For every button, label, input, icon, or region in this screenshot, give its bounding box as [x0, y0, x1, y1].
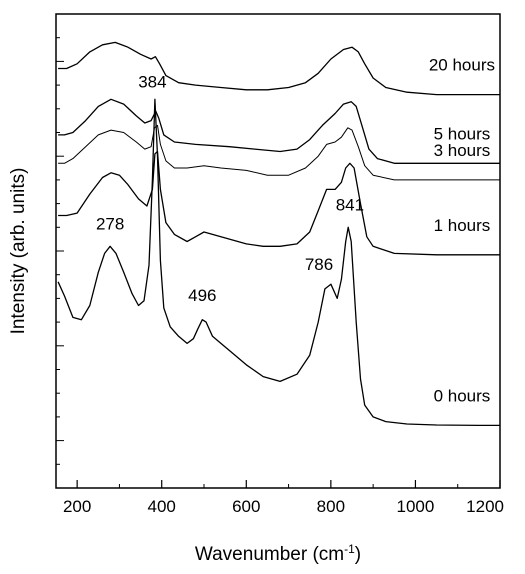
y-axis-title: Intensity (arb. units) — [8, 168, 29, 335]
peak-label: 496 — [188, 286, 216, 305]
peak-label: 278 — [96, 215, 124, 234]
series-lines — [57, 41, 500, 427]
x-tick-label: 200 — [63, 497, 91, 516]
peak-labels: 278 384 496 786 841 — [96, 72, 364, 304]
series-line-0-hours — [57, 98, 500, 427]
series-line-1-hours — [58, 150, 500, 256]
x-axis-title: Wavenumber (cm-1) — [195, 542, 361, 565]
plot-frame — [55, 13, 501, 489]
x-axis-title-superscript: -1 — [344, 542, 355, 556]
series-line-20-hours — [58, 41, 500, 96]
peak-label: 841 — [336, 196, 364, 215]
x-tick-label: 1200 — [466, 497, 504, 516]
series-line-5-hours — [58, 98, 500, 164]
series-line-3-hours — [58, 124, 500, 181]
series-label: 3 hours — [434, 141, 491, 160]
x-tick-label: 800 — [317, 497, 345, 516]
x-tick-label: 1000 — [397, 497, 435, 516]
x-axis-ticks: 200 400 600 800 1000 1200 — [63, 480, 504, 516]
x-tick-label: 400 — [148, 497, 176, 516]
y-axis-ticks — [56, 37, 64, 465]
x-axis-title-main: Wavenumber (cm — [195, 544, 344, 565]
series-label: 20 hours — [429, 56, 495, 75]
series-label: 5 hours — [434, 124, 491, 143]
series-label: 1 hours — [434, 216, 491, 235]
series-label: 0 hours — [434, 386, 491, 405]
peak-label: 384 — [138, 72, 166, 91]
peak-label: 786 — [305, 255, 333, 274]
x-tick-label: 600 — [232, 497, 260, 516]
x-axis-title-end: ) — [355, 544, 361, 565]
